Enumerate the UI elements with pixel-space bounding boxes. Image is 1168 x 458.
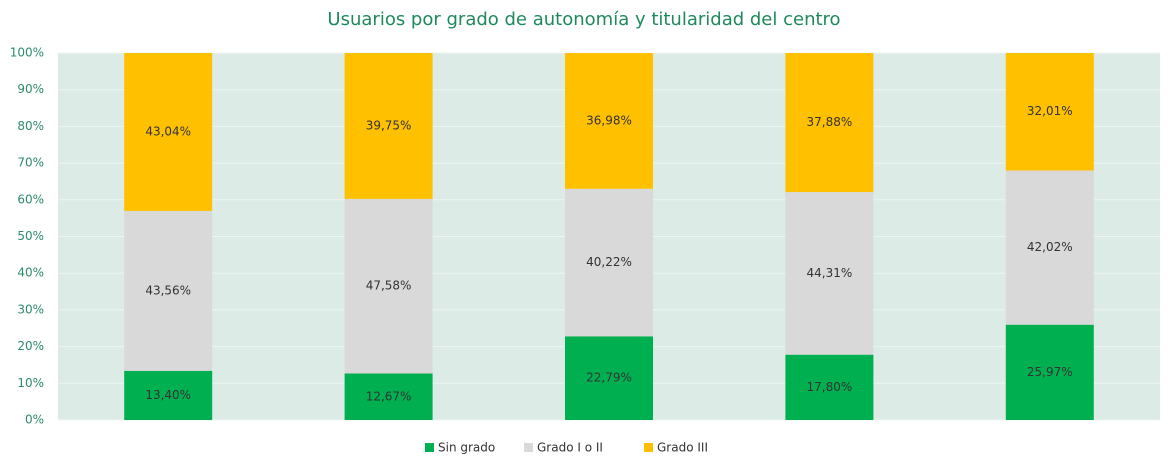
y-tick-label: 80%	[17, 119, 44, 133]
legend-label: Grado I o II	[537, 441, 603, 455]
y-tick-label: 70%	[17, 156, 44, 170]
data-label: 36,98%	[586, 113, 632, 127]
bar-segment	[344, 198, 433, 374]
bar-segment	[565, 336, 653, 420]
y-tick-label: 30%	[17, 302, 44, 316]
y-tick-label: 10%	[17, 376, 44, 390]
legend-label: Grado III	[657, 441, 708, 455]
data-label: 42,02%	[1027, 240, 1073, 254]
bar-segment	[124, 210, 213, 371]
bar-segment	[565, 188, 653, 337]
y-tick-label: 50%	[17, 229, 44, 243]
data-label: 22,79%	[586, 371, 632, 385]
data-label: 43,56%	[145, 283, 191, 297]
y-tick-label: 60%	[17, 192, 44, 206]
legend-swatch	[425, 443, 434, 452]
data-label: 39,75%	[366, 118, 412, 132]
bar-segment	[1005, 324, 1094, 420]
y-tick-label: 20%	[17, 339, 44, 353]
y-tick-label: 0%	[25, 413, 44, 427]
data-label: 37,88%	[807, 115, 853, 129]
data-label: 32,01%	[1027, 104, 1073, 118]
bar-segment	[785, 354, 874, 420]
data-label: 40,22%	[586, 255, 632, 269]
data-label: 43,04%	[145, 124, 191, 138]
bar-segment	[344, 53, 433, 199]
data-label: 44,31%	[807, 266, 853, 280]
bar-segment	[1005, 170, 1094, 325]
data-label: 12,67%	[366, 389, 412, 403]
legend-swatch	[524, 443, 533, 452]
data-label: 13,40%	[145, 388, 191, 402]
bar-segment	[565, 53, 653, 189]
y-tick-label: 40%	[17, 266, 44, 280]
legend-swatch	[644, 443, 653, 452]
bar-segment	[124, 53, 213, 211]
y-tick-label: 100%	[10, 46, 44, 60]
bar-segment	[124, 370, 213, 420]
bar-segment	[344, 373, 433, 420]
bar-segment	[1005, 53, 1094, 171]
bar-segment	[785, 53, 874, 193]
bar-segment	[785, 192, 874, 355]
chart-title: Usuarios por grado de autonomía y titula…	[327, 9, 840, 30]
data-label: 47,58%	[366, 279, 412, 293]
data-label: 17,80%	[807, 380, 853, 394]
y-tick-label: 90%	[17, 82, 44, 96]
data-label: 25,97%	[1027, 365, 1073, 379]
legend-label: Sin grado	[438, 441, 495, 455]
